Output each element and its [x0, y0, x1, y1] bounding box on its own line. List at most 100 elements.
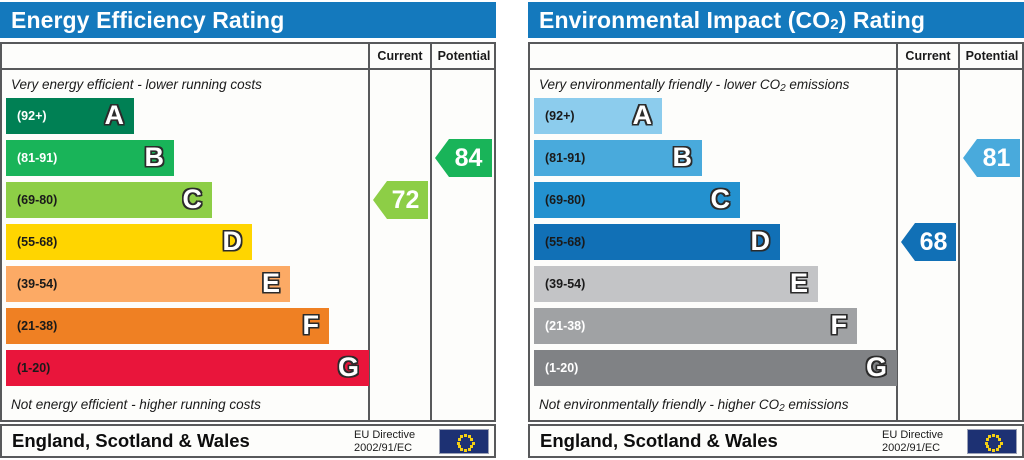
star-icon — [457, 445, 461, 449]
column-header-potential: Potential — [437, 49, 491, 63]
column-header-current: Current — [377, 49, 423, 63]
column-header-row: Current Potential — [2, 44, 494, 70]
environmental-impact-footer: England, Scotland & Wales EU Directive 2… — [528, 424, 1024, 458]
column-header-potential: Potential — [965, 49, 1019, 63]
caption-very-friendly: Very environmentally friendly - lower CO… — [539, 74, 849, 96]
environmental-impact-panel: Environmental Impact (CO 2) Rating Curren… — [528, 0, 1024, 460]
footer-region-label: England, Scotland & Wales — [540, 430, 778, 451]
caption-prefix: Not environmentally friendly - higher CO — [539, 397, 780, 412]
band-letter-g: G — [865, 352, 887, 382]
star-icon — [460, 435, 464, 438]
star-icon — [985, 445, 989, 449]
star-icon — [470, 445, 474, 449]
band-letter-a: A — [104, 100, 125, 130]
footer-directive-line1: EU Directive — [882, 429, 944, 441]
star-icon — [995, 435, 999, 438]
band-letter-e: E — [261, 268, 280, 298]
column-header-row: Current Potential — [530, 44, 1022, 70]
band-letter-g: G — [337, 352, 359, 382]
band-range-f: (21-38) — [545, 319, 586, 333]
band-bar-f: (21-38) F — [534, 308, 857, 344]
band-letter-d: D — [222, 226, 243, 256]
energy-efficiency-grid: Current Potential Very energy efficient … — [0, 42, 496, 422]
band-bar-b: (81-91) B — [6, 140, 174, 176]
star-icon — [464, 449, 467, 452]
column-header-current: Current — [905, 49, 951, 63]
band-bar-c: (69-80) C — [534, 182, 740, 218]
band-bar-g: (1-20) G — [6, 350, 369, 386]
band-range-f: (21-38) — [17, 319, 58, 333]
band-range-c: (69-80) — [17, 193, 58, 207]
star-icon — [467, 447, 471, 451]
co2-band-bars: (92+) A (81-91) B (69-80) C (55-68) D (39-54) E (2… — [534, 98, 897, 392]
star-icon — [467, 435, 471, 438]
caption-prefix: Very environmentally friendly - lower CO — [539, 77, 781, 92]
potential-rating-arrow: 84 — [435, 139, 492, 177]
star-icon — [471, 441, 475, 445]
eu-flag-icon — [967, 429, 1017, 454]
band-bar-e: (39-54) E — [6, 266, 290, 302]
caption-not-friendly: Not environmentally friendly - higher CO… — [539, 394, 848, 416]
band-bar-a: (92+) A — [534, 98, 662, 134]
co2-subscript: 2 — [830, 15, 839, 33]
band-bar-g: (1-20) G — [534, 350, 897, 386]
band-range-g: (1-20) — [545, 361, 579, 375]
band-bar-f: (21-38) F — [6, 308, 329, 344]
column-divider-potential — [430, 44, 432, 420]
band-bar-b: (81-91) B — [534, 140, 702, 176]
band-letter-b: B — [144, 142, 165, 172]
star-icon — [992, 434, 995, 437]
potential-rating-arrow: 81 — [963, 139, 1020, 177]
column-divider-potential — [958, 44, 960, 420]
band-range-d: (55-68) — [545, 235, 586, 249]
caption-not-efficient: Not energy efficient - higher running co… — [11, 397, 261, 412]
band-letter-c: C — [182, 184, 203, 214]
energy-efficiency-panel: Energy Efficiency Rating Current Potenti… — [0, 0, 496, 460]
band-range-d: (55-68) — [17, 235, 58, 249]
caption-suffix: emissions — [784, 397, 849, 412]
energy-efficiency-title: Energy Efficiency Rating — [0, 2, 496, 38]
star-icon — [992, 449, 995, 452]
band-bar-e: (39-54) E — [534, 266, 818, 302]
star-icon — [460, 447, 464, 451]
energy-efficiency-footer: England, Scotland & Wales EU Directive 2… — [0, 424, 496, 458]
star-icon — [998, 445, 1002, 449]
page-title-text: Energy Efficiency Rating — [11, 6, 285, 33]
footer-region-label: England, Scotland & Wales — [12, 430, 250, 451]
band-bar-c: (69-80) C — [6, 182, 212, 218]
co2-subscript: 2 — [780, 83, 786, 94]
band-range-e: (39-54) — [17, 277, 58, 291]
band-range-c: (69-80) — [545, 193, 586, 207]
star-icon — [470, 437, 474, 441]
column-divider-current — [368, 44, 370, 420]
band-range-b: (81-91) — [545, 151, 586, 165]
star-icon — [988, 435, 992, 438]
band-range-e: (39-54) — [545, 277, 586, 291]
star-icon — [984, 441, 988, 445]
band-range-a: (92+) — [17, 109, 47, 123]
band-range-a: (92+) — [545, 109, 575, 123]
band-letter-b: B — [672, 142, 693, 172]
band-letter-d: D — [750, 226, 771, 256]
environmental-impact-title: Environmental Impact (CO 2) Rating — [528, 2, 1024, 38]
star-icon — [998, 437, 1002, 441]
column-divider-current — [896, 44, 898, 420]
band-letter-f: F — [830, 310, 848, 340]
star-icon — [985, 437, 989, 441]
band-letter-c: C — [710, 184, 731, 214]
star-icon — [988, 447, 992, 451]
band-bar-d: (55-68) D — [534, 224, 780, 260]
star-icon — [456, 441, 460, 445]
current-rating-arrow: 68 — [901, 223, 956, 261]
star-icon — [464, 434, 467, 437]
band-bar-a: (92+) A — [6, 98, 134, 134]
footer-directive: EU Directive 2002/91/EC — [354, 429, 432, 454]
footer-directive-line1: EU Directive — [354, 429, 416, 441]
band-letter-a: A — [632, 100, 653, 130]
footer-directive-line2: 2002/91/EC — [882, 441, 941, 454]
energy-band-bars: (92+) A (81-91) B (69-80) C (55-68) D (39-54) E (2… — [6, 98, 369, 392]
band-letter-e: E — [789, 268, 808, 298]
caption-suffix: emissions — [785, 77, 850, 92]
star-icon — [457, 437, 461, 441]
